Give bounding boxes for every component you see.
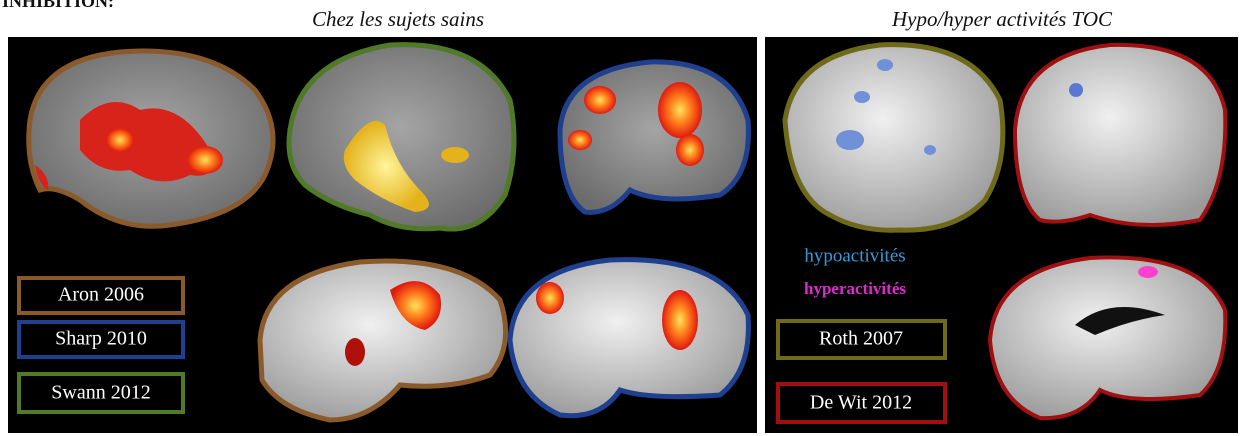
left-title: Chez les sujets sains (312, 7, 484, 31)
hypo-label: hypoactivités (804, 245, 905, 266)
brain-dewit-sagittal-bottom (987, 255, 1228, 421)
brain-sharp-sagittal-top (557, 59, 751, 215)
legend-box (17, 372, 185, 414)
legend-label: Swann 2012 (51, 382, 150, 404)
legend-box (776, 382, 947, 424)
legend-label: De Wit 2012 (810, 392, 912, 414)
legend-box (17, 320, 185, 359)
legend-label: Roth 2007 (819, 328, 903, 350)
brain-dewit-sagittal-top (1012, 42, 1228, 227)
brain-aron-sagittal (257, 258, 509, 423)
right-title: Hypo/hyper activités TOC (891, 7, 1113, 31)
legend-label: Sharp 2010 (55, 328, 147, 350)
brain-swann-lateral (286, 42, 517, 232)
hyper-label: hyperactivités (804, 279, 906, 298)
legend-box (776, 319, 947, 360)
brain-aron-lateral (26, 48, 276, 229)
legend-box (17, 276, 185, 315)
legend-left: Aron 2006 Sharp 2010 Swann 2012 (17, 276, 185, 414)
section-heading: INHIBITION: (2, 0, 114, 11)
brain-roth-lateral (782, 42, 1006, 233)
legend-label: Aron 2006 (58, 284, 144, 306)
brain-sharp-sagittal-bottom (507, 257, 751, 419)
